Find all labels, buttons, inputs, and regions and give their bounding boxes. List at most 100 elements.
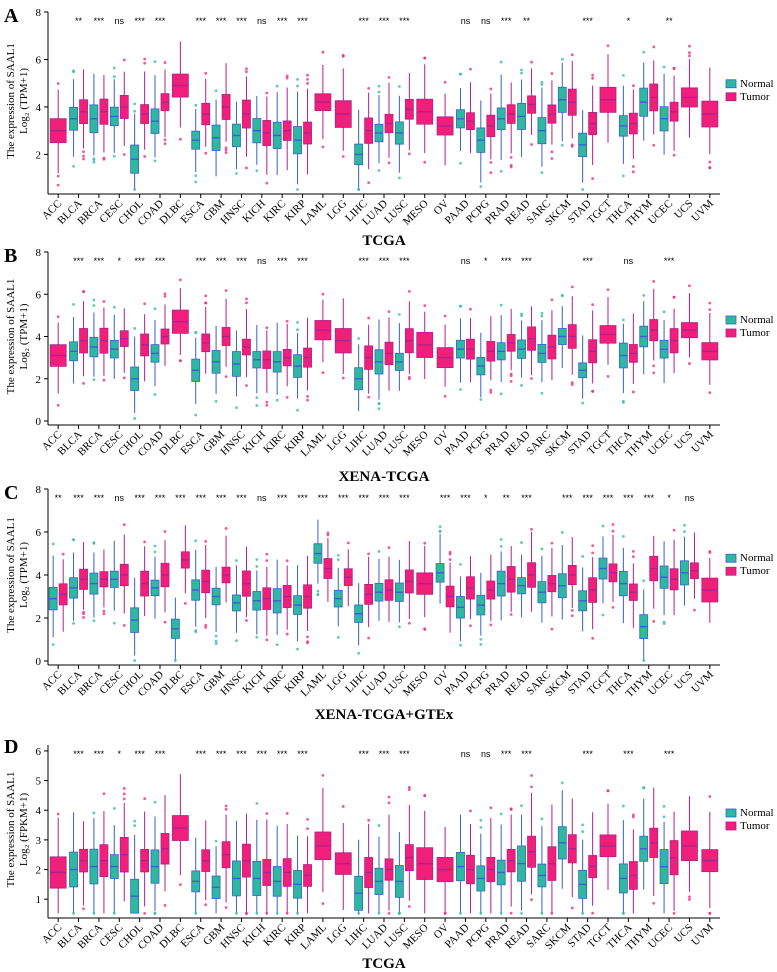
normal-outlier-point [520,71,523,75]
normal-box-coad [150,800,160,915]
normal-box-paad [456,72,465,165]
normal-outlier-point [51,542,55,546]
normal-outlier-point [479,637,483,641]
normal-box-hnsc [232,820,241,915]
tumor-outlier-point [509,372,513,376]
normal-outlier-point [133,327,137,330]
normal-box-lusc [394,559,404,629]
tumor-box-thca [628,549,638,628]
normal-box-ucs [680,523,689,606]
tumor-outlier-point [387,546,391,550]
normal-box-read [517,541,526,618]
tumor-outlier-point [708,308,712,312]
tumor-box-blca [79,290,88,385]
tumor-outlier-point [56,82,60,85]
tumor-outlier-point [306,73,309,77]
tumor-box-skcm [567,285,577,387]
significance-label: *** [623,749,634,759]
tumor-box-lgg [334,53,352,158]
significance-label: *** [318,493,329,503]
tumor-outlier-point [143,912,147,915]
tumor-box-laml [314,50,332,149]
tumor-outlier-point [321,145,325,149]
normal-outlier-point [255,565,259,568]
normal-outlier-point [642,786,646,790]
normal-outlier-point [275,398,279,402]
tumor-outlier-point [265,403,269,407]
tumor-box-blca [79,541,88,619]
normal-outlier-point [92,541,96,545]
significance-label: *** [94,749,105,759]
tumor-box-pcpg [486,806,496,914]
y-tick-label: 6 [36,54,42,66]
normal-box-thca [618,534,628,624]
panel-letter: D [4,736,18,758]
tumor-outlier-point [550,72,554,75]
tumor-outlier-point [285,812,289,815]
y-tick-label: 4 [36,570,42,582]
normal-box-pcpg [476,818,486,915]
tumor-outlier-point [143,540,147,544]
tumor-outlier-point [82,381,85,385]
tumor-box-acc [58,552,68,632]
tumor-outlier-point [530,774,533,777]
normal-outlier-point [621,318,625,322]
normal-box-ucec [659,541,669,626]
normal-outlier-point [621,804,625,808]
tumor-outlier-point [407,785,411,789]
significance-label: *** [379,749,390,759]
normal-outlier-point [92,912,96,915]
tumor-outlier-point [341,53,345,57]
tumor-outlier-point [407,788,411,792]
normal-outlier-point [377,912,381,915]
normal-outlier-point [194,539,198,543]
tumor-outlier-point [306,82,309,85]
significance-label: *** [73,493,84,503]
tumor-outlier-point [631,165,635,168]
normal-outlier-point [479,185,483,188]
tumor-box-ucs [681,796,698,901]
normal-outlier-point [133,819,137,823]
tumor-outlier-point [606,288,610,292]
tumor-outlier-point [367,86,371,90]
normal-outlier-point [255,404,259,407]
tumor-box-thym [649,787,659,905]
significance-label: *** [297,493,308,503]
normal-outlier-point [214,642,218,646]
tumor-outlier-point [570,53,574,57]
tumor-outlier-point [224,151,228,155]
normal-outlier-point [112,66,116,70]
significance-label: *** [399,749,410,759]
normal-box-prad [496,60,506,173]
tumor-box-prad [506,546,516,616]
legend-normal-label: Normal [740,552,774,564]
normal-outlier-point [560,531,564,534]
tumor-outlier-point [530,785,533,789]
significance-label: *** [195,256,206,266]
tumor-outlier-point [321,773,325,777]
tumor-outlier-point [265,326,269,330]
tumor-outlier-point [611,606,615,609]
tumor-outlier-point [570,906,574,910]
tumor-outlier-point [102,157,106,161]
tumor-box-brca [99,300,109,382]
tumor-box-brca [99,549,109,616]
significance-label: *** [277,493,288,503]
normal-box-blca [69,302,78,384]
significance-label: *** [440,493,451,503]
tumor-outlier-point [530,143,533,146]
tumor-box-sarc [547,72,557,160]
tumor-outlier-point [652,371,656,375]
tumor-outlier-point [224,289,228,292]
normal-outlier-point [112,621,116,625]
tumor-outlier-point [509,156,513,159]
significance-label: *** [216,16,227,26]
normal-box-esca [191,330,201,417]
tumor-box-pcpg [486,87,496,175]
tumor-outlier-point [672,912,676,915]
panel-d: D The expression of SAAL1 Log₂ (FPKM+1) 1 2 3… [4,736,774,972]
tumor-box-prad [506,807,516,915]
tumor-outlier-point [306,395,309,398]
tumor-box-kirc [282,812,292,915]
normal-outlier-point [540,83,544,87]
